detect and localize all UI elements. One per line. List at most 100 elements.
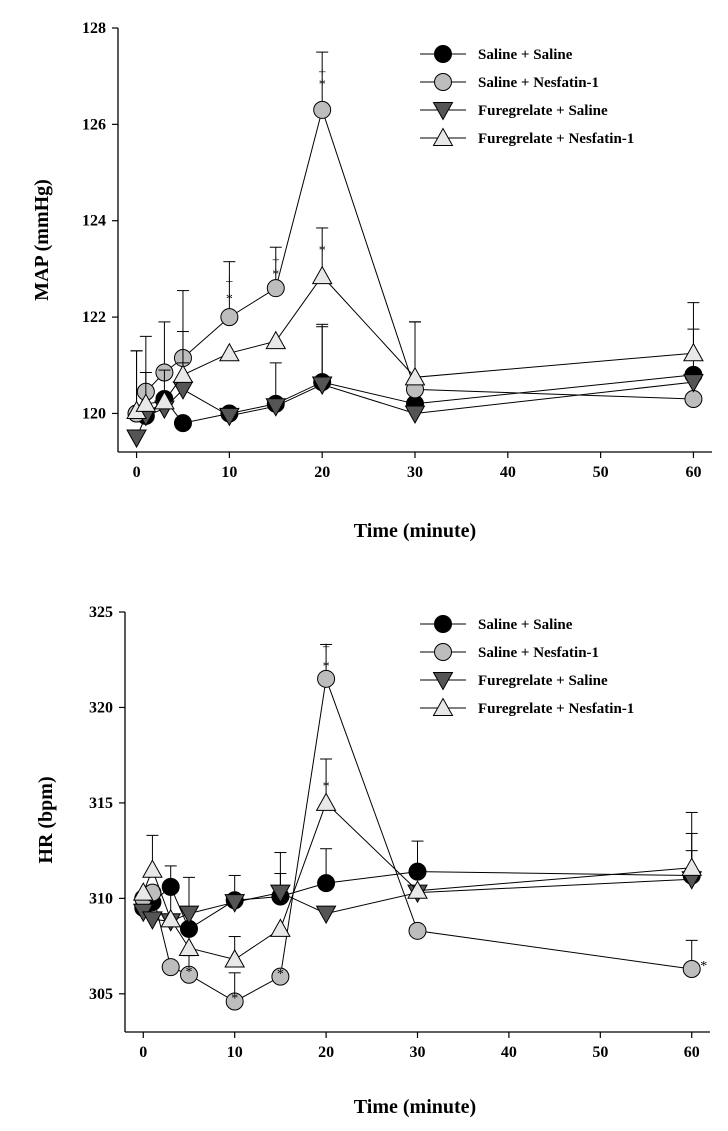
x-tick-label: 10 [227,1044,243,1061]
data-point [270,918,291,937]
legend-item-furegrelate-saline: Furegrelate + Saline [420,102,608,121]
hr-chart: 305 310 315 320 325 0 10 20 30 40 50 60 + * * * * * * Tim… [35,604,710,1118]
data-point [225,992,244,1011]
significance-mark: * [323,659,330,674]
legend-label: Furegrelate + Nesfatin-1 [478,701,634,717]
data-point [179,965,198,984]
data-point [265,330,287,350]
data-point [682,960,701,978]
y-tick-label: 315 [89,795,113,812]
significance-mark: + [322,640,330,655]
legend-label: Furegrelate + Nesfatin-1 [478,131,634,147]
data-point [132,882,154,901]
legend-label: Saline + Nesfatin-1 [478,75,599,91]
legend-item-saline-saline: Saline + Saline [420,45,573,63]
y-axis-title: MAP (mmHg) [31,179,53,301]
data-point [311,376,333,396]
legend-item-saline-nesfatin-1: Saline + Nesfatin-1 [420,643,599,661]
x-tick-label: 30 [407,464,423,481]
legend-item-saline-saline: Saline + Saline [420,615,573,633]
data-point [313,100,332,119]
data-point [224,948,246,968]
significance-mark: * [319,244,326,259]
data-point [317,874,336,893]
legend-marker [434,643,452,661]
x-tick-label: 60 [685,464,701,481]
data-point [684,390,703,408]
data-point [404,405,426,424]
series-furegrelate-nesfatin-1 [126,227,704,420]
legend-item-saline-nesfatin-1: Saline + Nesfatin-1 [420,73,599,91]
y-axis-title: HR (bpm) [35,776,57,863]
data-point [404,366,426,386]
legend-label: Saline + Nesfatin-1 [478,645,599,661]
legend-marker [432,102,454,121]
significance-mark: * [319,77,326,92]
significance-mark: * [323,780,330,795]
data-point [683,374,704,393]
significance-mark: + [225,275,233,290]
data-point [135,393,157,412]
data-point [172,364,194,383]
data-point [142,911,163,930]
series-layer [132,643,703,1011]
x-tick-label: 60 [684,1044,700,1061]
data-point [315,905,337,925]
legend-marker [432,672,454,691]
y-tick-label: 325 [89,604,113,621]
data-point [270,884,291,904]
legend-item-furegrelate-saline: Furegrelate + Saline [420,672,608,691]
legend-label: Saline + Saline [478,47,573,63]
data-point [219,407,240,427]
legend-item-furegrelate-nesfatin-1: Furegrelate + Nesfatin-1 [420,697,634,717]
legend-marker [432,127,454,146]
y-tick-label: 310 [89,890,113,907]
data-point [271,967,290,986]
annotation-layer: + * * * * * * [185,640,707,1006]
series-line [143,678,692,1003]
data-point [266,279,285,298]
data-point [681,857,703,876]
legend-label: Furegrelate + Saline [478,103,608,119]
significance-mark: + [318,65,326,80]
data-point [408,862,427,881]
x-axis-title: Time (minute) [354,1096,476,1118]
y-tick-label: 320 [89,699,113,716]
data-point [160,908,182,928]
data-point [178,905,200,925]
data-point [220,308,239,327]
x-tick-label: 30 [410,1044,426,1061]
y-tick-label: 126 [82,116,106,133]
annotation-layer: +*+*+** [225,65,326,306]
significance-mark: * [700,959,707,974]
data-point [161,958,180,977]
data-point [142,859,163,878]
x-tick-label: 50 [592,1044,608,1061]
legend-marker [434,615,452,633]
data-point [315,792,337,811]
data-point [311,265,333,285]
data-point [219,342,240,362]
data-point [173,414,192,433]
data-point [407,880,428,899]
data-point [683,342,704,362]
ticks: 305 310 315 320 325 0 10 20 30 40 50 60 [89,604,700,1061]
x-tick-label: 0 [139,1044,147,1061]
significance-mark: * [277,967,284,982]
legend-label: Furegrelate + Saline [478,673,608,689]
data-point [408,921,427,940]
x-tick-label: 10 [221,464,237,481]
legend-marker [434,45,452,63]
legend: Saline + Saline Saline + Nesfatin-1 Furegr… [420,45,634,147]
x-tick-label: 40 [501,1044,517,1061]
legend-label: Saline + Saline [478,617,573,633]
y-tick-label: 305 [89,986,113,1003]
legend-item-furegrelate-nesfatin-1: Furegrelate + Nesfatin-1 [420,127,634,147]
significance-mark: * [272,268,279,283]
legend: Saline + Saline Saline + Nesfatin-1 Furegr… [420,615,634,717]
y-tick-label: 128 [82,20,106,37]
significance-mark: + [272,253,280,268]
data-point [317,669,336,688]
